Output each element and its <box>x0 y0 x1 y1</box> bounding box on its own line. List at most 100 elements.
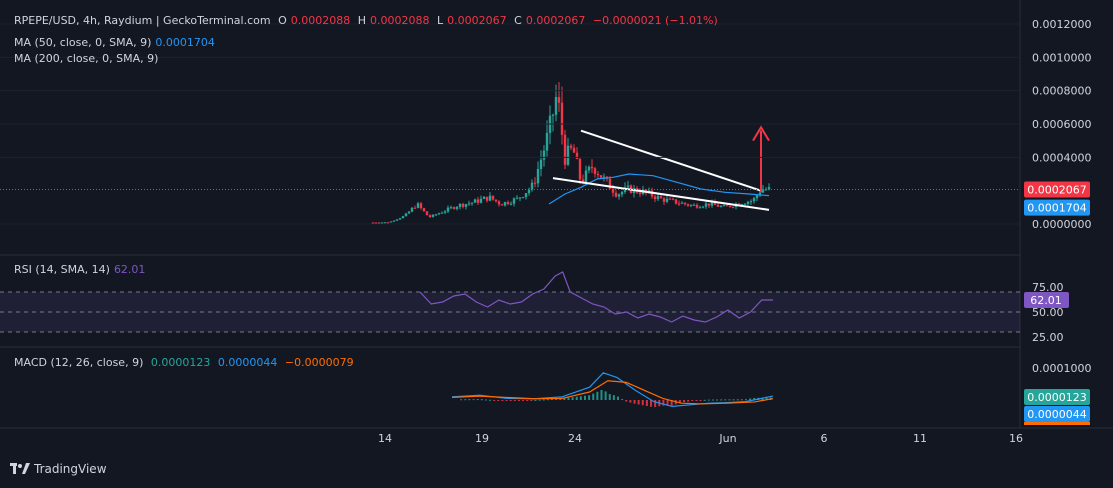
ma-badge <box>1024 199 1090 216</box>
candle-body <box>686 204 690 206</box>
ma-badge-text: 0.0001704 <box>1027 202 1087 215</box>
candle-body <box>458 203 462 207</box>
candle-body <box>431 214 435 218</box>
rsi-badge <box>1024 291 1069 308</box>
macd-pane[interactable] <box>451 372 774 408</box>
candle-body <box>689 204 693 206</box>
candle-body <box>422 208 426 212</box>
candle-body <box>395 219 399 221</box>
candle-body <box>596 173 600 176</box>
candle-body <box>683 202 687 205</box>
candle-body <box>500 204 504 206</box>
macd-hist-bar <box>567 397 570 400</box>
price-badge <box>1024 181 1090 198</box>
x-tick-label: 19 <box>475 432 489 445</box>
candles-group <box>371 82 771 224</box>
axis-layer: 0.0012000 0.0010000 0.0008000 0.0006000 0.00… <box>0 18 1092 445</box>
rsi-tick-label: 50.00 <box>1032 306 1064 319</box>
macd-hist-bar <box>596 391 599 400</box>
price-badge-text: 0.0002067 <box>1027 184 1087 197</box>
macd-hist-bar <box>550 398 553 400</box>
candle-body <box>512 198 516 204</box>
candle-body <box>728 205 732 207</box>
candle-body <box>401 216 405 219</box>
close-value: 0.0002067 <box>525 14 586 27</box>
candle-body <box>698 207 702 209</box>
candle-body <box>392 220 396 222</box>
macd-hist-bar <box>716 399 719 401</box>
candle-body <box>380 222 384 224</box>
candle-body <box>491 195 495 200</box>
macd-hist-bar <box>460 399 463 401</box>
candle-body <box>587 166 591 171</box>
open-label: O <box>278 14 287 27</box>
candle-body <box>608 178 612 189</box>
candle-body <box>584 170 588 183</box>
rsi-badge-text: 62.01 <box>1030 294 1062 307</box>
price-pane[interactable] <box>0 82 1020 224</box>
signal-badge <box>1024 406 1090 422</box>
macd-hist-bar <box>464 399 467 401</box>
rsi-label: RSI (14, SMA, 14) <box>14 263 110 276</box>
macd-hist-bar <box>645 400 648 406</box>
candle-body <box>662 198 666 202</box>
candle-body <box>569 145 573 148</box>
tradingview-logo[interactable]: TradingView <box>10 462 107 476</box>
macd-hist-bar <box>650 400 653 407</box>
candle-body <box>719 205 723 207</box>
candle-body <box>551 114 555 116</box>
candle-body <box>518 197 522 199</box>
macd-hist-bar <box>612 395 615 400</box>
price-tick-label: 0.0012000 <box>1032 18 1092 31</box>
candle-body <box>614 192 618 197</box>
upper-trendline <box>580 129 762 192</box>
candle-body <box>371 222 375 224</box>
candle-body <box>692 204 696 206</box>
candle-body <box>755 195 759 199</box>
ma50-legend: MA (50, close, 0, SMA, 9) 0.0001704 <box>14 36 219 49</box>
candle-body <box>767 187 771 190</box>
macd-hist-bar <box>629 400 632 403</box>
x-tick-label: Jun <box>718 432 736 445</box>
candle-body <box>656 196 660 200</box>
ma50-value: 0.0001704 <box>155 36 215 49</box>
macd-hist-bar <box>732 399 735 401</box>
candle-body <box>620 191 624 195</box>
candle-body <box>410 207 414 212</box>
macd-hist-bar <box>489 399 492 401</box>
macd-hist-bar <box>517 400 520 401</box>
price-tick-label: 0.0006000 <box>1032 118 1092 131</box>
macd-hist-bar <box>526 400 529 401</box>
macd-badge-text: 0.0000123 <box>1027 391 1087 404</box>
rsi-pane[interactable] <box>0 271 1020 333</box>
macd-hist-bar <box>707 399 710 401</box>
candle-body <box>563 134 567 165</box>
macd-hist-bar <box>740 399 743 401</box>
macd-hist-bar <box>744 399 747 401</box>
candle-body <box>437 213 441 215</box>
candle-body <box>389 221 393 223</box>
candle-body <box>680 202 684 204</box>
candle-body <box>752 198 756 202</box>
macd-line <box>451 372 774 408</box>
macd-hist-bar <box>699 400 702 401</box>
candle-body <box>743 203 747 205</box>
rsi-tick-label: 75.00 <box>1032 281 1064 294</box>
breakout-arrow-head <box>752 125 770 142</box>
macd-hist-bar <box>546 399 549 401</box>
macd-hist-bar <box>617 396 620 400</box>
candle-body <box>467 203 471 205</box>
candle-body <box>419 203 423 209</box>
candle-body <box>455 206 459 209</box>
macd-hist-bar <box>691 400 694 402</box>
macd-hist-bar <box>497 400 500 401</box>
candle-body <box>539 159 543 170</box>
candle-body <box>398 218 402 220</box>
candle-body <box>494 199 498 202</box>
candle-body <box>374 222 378 224</box>
candle-body <box>503 202 507 206</box>
price-tick-label: 0.0000000 <box>1032 218 1092 231</box>
macd-hist-bar <box>621 399 624 401</box>
macd-hist-bar <box>604 391 607 400</box>
